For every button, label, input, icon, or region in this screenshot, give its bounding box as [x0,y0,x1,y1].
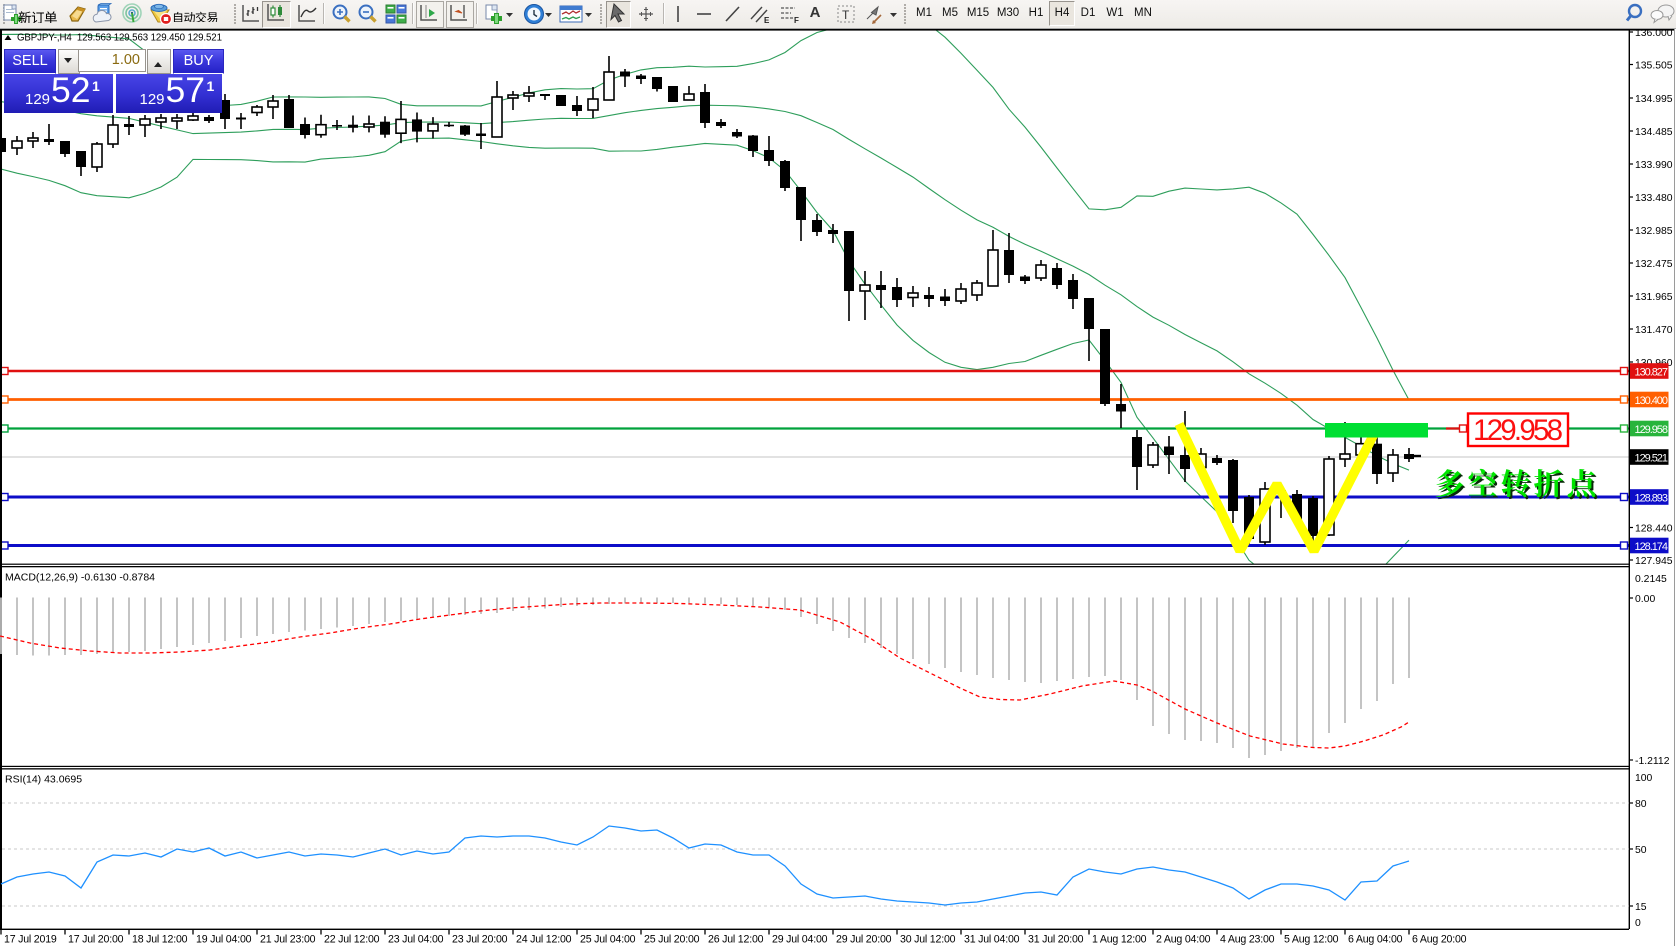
svg-text:-1.2112: -1.2112 [1635,756,1670,767]
svg-text:131.965: 131.965 [1635,292,1673,303]
svg-text:130.400: 130.400 [1635,395,1669,407]
svg-text:0.2145: 0.2145 [1635,574,1667,585]
svg-text:RSI(14) 43.0695: RSI(14) 43.0695 [5,774,82,786]
svg-text:17 Jul 2019: 17 Jul 2019 [4,934,57,946]
svg-text:6 Aug 20:00: 6 Aug 20:00 [1412,934,1467,946]
svg-text:T: T [842,8,850,22]
svg-text:132.985: 132.985 [1635,226,1673,237]
svg-text:26 Jul 12:00: 26 Jul 12:00 [708,934,764,946]
svg-text:128.174: 128.174 [1635,541,1669,553]
svg-text:31 Jul 20:00: 31 Jul 20:00 [1028,934,1084,946]
svg-text:127.945: 127.945 [1635,556,1673,567]
svg-text:50: 50 [1635,845,1647,856]
svg-text:2 Aug 04:00: 2 Aug 04:00 [1156,934,1211,946]
svg-text:30 Jul 12:00: 30 Jul 12:00 [900,934,956,946]
svg-text:129.521: 129.521 [1635,453,1669,465]
svg-text:31 Jul 04:00: 31 Jul 04:00 [964,934,1020,946]
svg-text:132.475: 132.475 [1635,259,1673,270]
svg-text:136.000: 136.000 [1635,28,1673,39]
svg-text:22 Jul 12:00: 22 Jul 12:00 [324,934,380,946]
svg-text:4 Aug 23:00: 4 Aug 23:00 [1220,934,1275,946]
svg-text:19 Jul 04:00: 19 Jul 04:00 [196,934,252,946]
svg-text:134.995: 134.995 [1635,94,1673,105]
svg-text:80: 80 [1635,799,1647,810]
svg-text:MACD(12,26,9) -0.6130 -0.8784: MACD(12,26,9) -0.6130 -0.8784 [5,572,155,584]
svg-text:24 Jul 12:00: 24 Jul 12:00 [516,934,572,946]
svg-text:129.958: 129.958 [1635,424,1669,436]
svg-text:29 Jul 04:00: 29 Jul 04:00 [772,934,828,946]
svg-text:6 Aug 04:00: 6 Aug 04:00 [1348,934,1403,946]
svg-text:0: 0 [1635,918,1641,929]
svg-text:128.893: 128.893 [1635,493,1669,505]
svg-text:133.990: 133.990 [1635,160,1673,171]
svg-text:17 Jul 20:00: 17 Jul 20:00 [68,934,124,946]
svg-text:15: 15 [1635,902,1647,913]
svg-text:5 Aug 12:00: 5 Aug 12:00 [1284,934,1339,946]
svg-text:25 Jul 04:00: 25 Jul 04:00 [580,934,636,946]
svg-text:133.480: 133.480 [1635,193,1673,204]
svg-text:23 Jul 20:00: 23 Jul 20:00 [452,934,508,946]
svg-text:25 Jul 20:00: 25 Jul 20:00 [644,934,700,946]
svg-text:1 Aug 12:00: 1 Aug 12:00 [1092,934,1147,946]
svg-text:23 Jul 04:00: 23 Jul 04:00 [388,934,444,946]
svg-text:0.00: 0.00 [1635,594,1655,605]
svg-text:GBPJPY-,H4 129.563 129.563 12: GBPJPY-,H4 129.563 129.563 129.450 129.5… [17,33,222,44]
svg-text:F: F [794,16,799,25]
svg-text:128.440: 128.440 [1635,524,1673,535]
svg-text:21 Jul 23:00: 21 Jul 23:00 [260,934,316,946]
svg-text:29 Jul 20:00: 29 Jul 20:00 [836,934,892,946]
svg-text:100: 100 [1635,773,1653,784]
svg-text:131.470: 131.470 [1635,325,1673,336]
svg-text:E: E [764,16,770,25]
svg-text:130.827: 130.827 [1635,367,1669,379]
svg-text:135.505: 135.505 [1635,61,1673,72]
svg-text:129.958: 129.958 [1473,414,1563,447]
svg-text:134.485: 134.485 [1635,127,1673,138]
svg-text:18 Jul 12:00: 18 Jul 12:00 [132,934,188,946]
